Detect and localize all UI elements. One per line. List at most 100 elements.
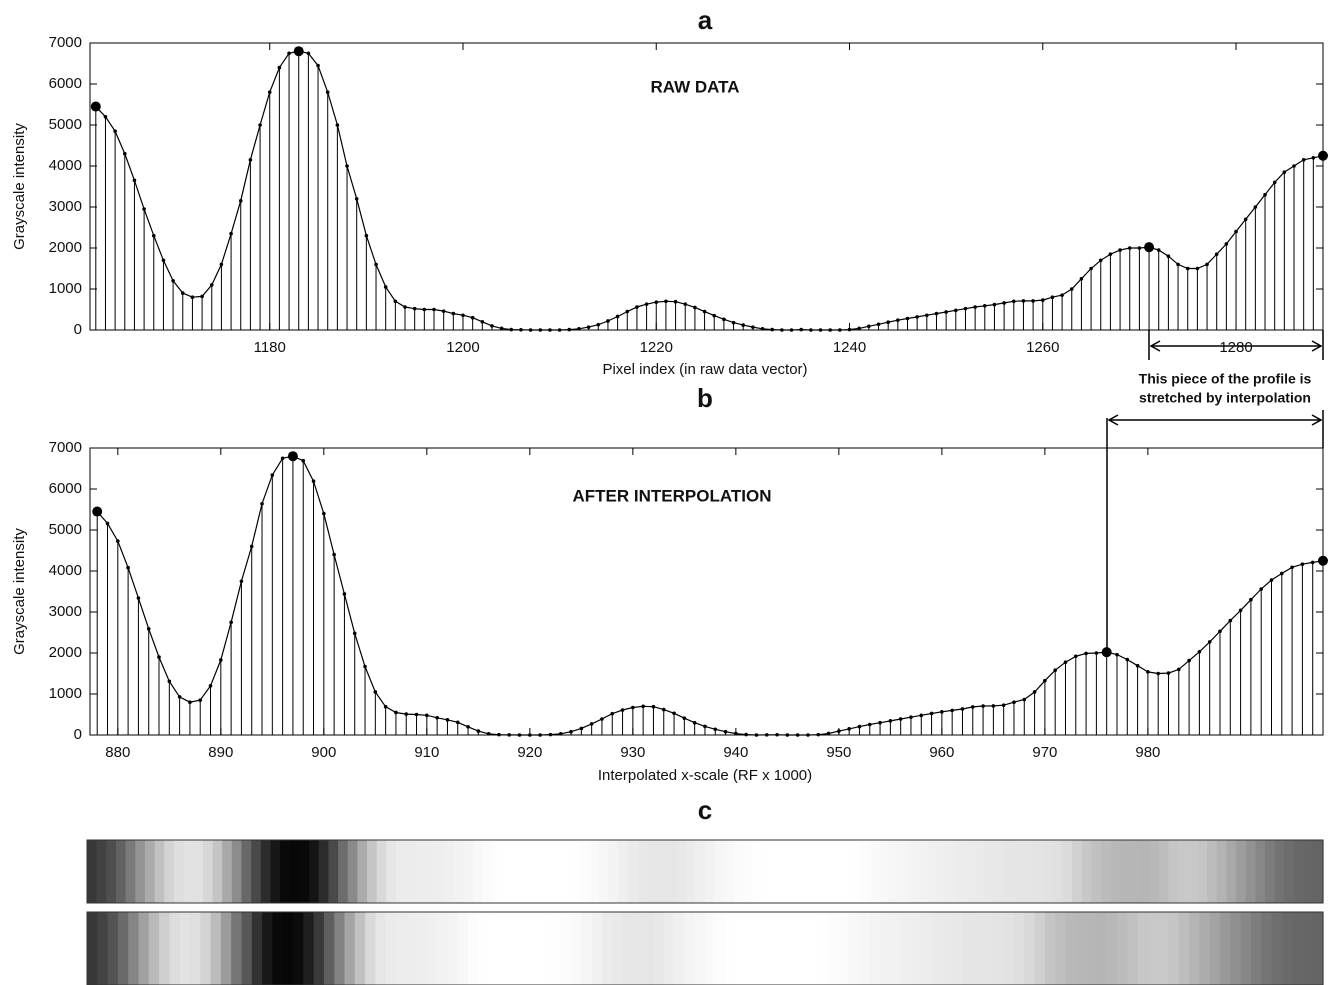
y-tick-label: 2000 — [49, 644, 82, 661]
point — [1060, 293, 1064, 297]
intensity-strip — [956, 840, 966, 903]
point — [954, 309, 958, 313]
intensity-strip — [995, 840, 1005, 903]
x-tick-label: 980 — [1135, 744, 1160, 761]
intensity-strip — [149, 912, 160, 985]
point — [133, 179, 137, 183]
intensity-strip — [193, 840, 203, 903]
point — [250, 545, 254, 549]
intensity-strip — [211, 912, 222, 985]
intensity-strip — [705, 840, 715, 903]
point — [1043, 679, 1047, 683]
intensity-strip — [377, 840, 387, 903]
point — [1312, 156, 1316, 160]
point — [307, 51, 311, 55]
point — [123, 152, 127, 156]
intensity-strip — [1004, 912, 1015, 985]
intensity-strip — [966, 840, 976, 903]
point — [384, 285, 388, 289]
intensity-strip — [647, 840, 657, 903]
point — [580, 727, 584, 731]
intensity-strip — [464, 840, 474, 903]
point — [868, 723, 872, 727]
point — [363, 665, 367, 669]
panel-title: b — [697, 383, 713, 413]
intensity-strip — [602, 912, 613, 985]
point — [896, 318, 900, 322]
point — [260, 502, 264, 506]
intensity-strip — [1066, 912, 1077, 985]
point — [1118, 248, 1122, 252]
point — [490, 324, 494, 328]
intensity-strip — [911, 912, 922, 985]
intensity-strip — [773, 840, 783, 903]
point — [1205, 263, 1209, 267]
point — [635, 305, 639, 309]
y-tick-label: 2000 — [49, 239, 82, 256]
intensity-strip — [108, 912, 119, 985]
point — [415, 713, 419, 717]
intensity-strip — [478, 912, 489, 985]
intensity-strip — [448, 912, 459, 985]
x-axis-label: Interpolated x-scale (RF x 1000) — [598, 767, 812, 784]
point — [1146, 670, 1150, 674]
intensity-strip — [937, 840, 947, 903]
point — [1022, 698, 1026, 702]
intensity-strip — [1179, 912, 1190, 985]
intensity-strip — [1130, 840, 1140, 903]
point — [336, 123, 340, 127]
highlight-point — [1144, 242, 1154, 252]
point — [157, 655, 161, 659]
intensity-strip — [261, 840, 271, 903]
point — [191, 295, 195, 299]
intensity-strip — [1033, 840, 1043, 903]
point — [662, 708, 666, 712]
intensity-strip — [190, 912, 201, 985]
x-tick-label: 1220 — [640, 339, 673, 356]
point — [1302, 158, 1306, 162]
intensity-strip — [695, 840, 705, 903]
intensity-strip — [921, 912, 932, 985]
point — [664, 300, 668, 304]
point — [452, 312, 456, 316]
intensity-strip — [314, 912, 325, 985]
point — [940, 710, 944, 714]
intensity-strip — [744, 840, 754, 903]
point — [394, 300, 398, 304]
intensity-strip — [763, 840, 773, 903]
point — [258, 123, 262, 127]
intensity-strip — [415, 840, 425, 903]
intensity-strip — [97, 912, 108, 985]
point — [1292, 164, 1296, 168]
figure: This piece of the profile is stretched b… — [0, 0, 1335, 985]
point — [423, 308, 427, 312]
point — [693, 306, 697, 310]
intensity-strip — [839, 912, 850, 985]
point — [322, 512, 326, 516]
point — [394, 711, 398, 715]
intensity-strip — [299, 840, 309, 903]
intensity-strip — [724, 840, 734, 903]
point — [621, 708, 625, 712]
intensity-strip — [164, 840, 174, 903]
intensity-strip — [116, 840, 126, 903]
intensity-strip — [1101, 840, 1111, 903]
point — [915, 315, 919, 319]
point — [316, 64, 320, 68]
point — [1234, 230, 1238, 234]
intensity-strip — [571, 912, 582, 985]
point — [569, 730, 573, 734]
x-tick-label: 930 — [620, 744, 645, 761]
intensity-strip — [1148, 912, 1159, 985]
intensity-strip — [184, 840, 194, 903]
highlight-point — [1102, 647, 1112, 657]
annotation: RAW DATA — [650, 77, 739, 96]
x-axis-label: Pixel index (in raw data vector) — [602, 361, 807, 378]
intensity-strip — [128, 912, 139, 985]
intensity-strip — [251, 840, 261, 903]
intensity-strip — [1091, 840, 1101, 903]
intensity-strip — [1261, 912, 1272, 985]
intensity-strip — [753, 840, 763, 903]
point — [152, 234, 156, 238]
point — [732, 321, 736, 325]
